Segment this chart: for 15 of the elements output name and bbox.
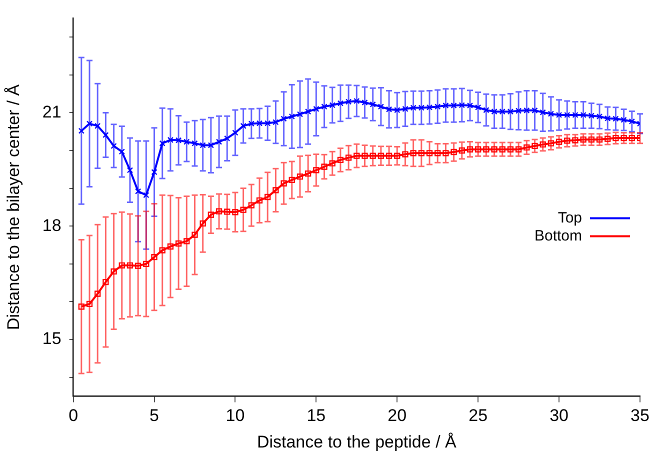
x-tick-label: 0 (68, 406, 78, 426)
x-tick-label: 35 (630, 406, 650, 426)
x-tick-label: 15 (306, 406, 326, 426)
legend-label: Bottom (534, 227, 582, 244)
x-tick-label: 10 (226, 406, 245, 426)
x-tick-label: 25 (468, 406, 488, 426)
y-axis-title: Distance to the bilayer center / Å (4, 84, 23, 330)
x-axis-title: Distance to the peptide / Å (256, 432, 458, 452)
legend-label: Top (558, 209, 582, 226)
y-tick-label: 15 (42, 329, 62, 348)
x-tick-label: 20 (388, 406, 407, 426)
y-tick-label: 18 (42, 216, 62, 235)
y-tick-label: 21 (42, 102, 62, 122)
x-tick-label: 5 (150, 406, 159, 426)
x-tick-label: 30 (550, 406, 569, 426)
